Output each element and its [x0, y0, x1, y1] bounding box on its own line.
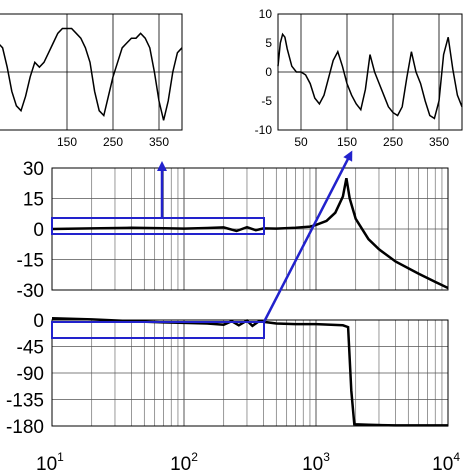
inset-right-y-tick-label: 0: [265, 65, 272, 79]
magnitude-series-line: [51, 177, 449, 290]
magnitude-y-tick-label: -30: [17, 281, 44, 302]
inset-right-series-line: [277, 32, 463, 120]
inset-left-grid: [0, 14, 182, 130]
phase-x-tick-exponent: 4: [453, 450, 460, 464]
magnitude-zoom-box: [51, 217, 265, 235]
inset-left-plot: 150 250 350: [0, 13, 183, 149]
inset-left-x-ticks: 150 250 350: [57, 135, 169, 149]
magnitude-y-tick-label: 15: [23, 190, 44, 211]
phase-y-ticks: 0 -45 -90 -135 -180: [6, 311, 44, 438]
phase-grid: [52, 319, 448, 427]
inset-right-x-tick-label: 250: [383, 135, 403, 149]
inset-left-series-line: [0, 27, 183, 121]
magnitude-plot: 30 15 0 -15 -30: [17, 159, 449, 302]
phase-y-tick-label: -90: [17, 364, 44, 385]
phase-y-tick-label: -135: [6, 391, 44, 412]
phase-x-tick-label: 101: [36, 450, 64, 474]
phase-x-tick-label: 104: [432, 450, 460, 474]
phase-x-tick-exponent: 3: [323, 450, 330, 464]
inset-left-x-tick-label: 250: [103, 135, 123, 149]
inset-right-y-tick-label: -5: [261, 94, 272, 108]
phase-y-tick-label: -45: [17, 338, 44, 359]
phase-y-tick-label: -180: [6, 417, 44, 438]
inset-right-x-tick-label: 50: [294, 135, 308, 149]
magnitude-y-tick-label: -15: [17, 251, 44, 272]
inset-left-x-tick-label: 350: [149, 135, 169, 149]
arrow-to-right-inset: [262, 150, 353, 323]
phase-frame: [51, 319, 449, 427]
inset-right-y-tick-label: -10: [255, 123, 273, 137]
magnitude-y-tick-label: 30: [23, 159, 44, 180]
magnitude-y-tick-label: 0: [33, 220, 44, 241]
inset-right-x-tick-label: 350: [429, 135, 449, 149]
phase-zoom-box: [51, 321, 265, 339]
inset-right-y-tick-label: 5: [265, 36, 272, 50]
phase-x-tick-label: 103: [302, 450, 330, 474]
inset-left-x-tick-label: 150: [57, 135, 77, 149]
phase-x-ticks: 101 102 103 104: [36, 450, 460, 474]
phase-y-tick-label: 0: [33, 311, 44, 332]
phase-plot: 0 -45 -90 -135 -180 101 102 103 104: [6, 311, 460, 474]
phase-x-tick-label: 102: [170, 450, 198, 474]
inset-right-grid: [278, 14, 462, 130]
inset-right-x-tick-label: 150: [337, 135, 357, 149]
phase-x-tick-exponent: 2: [191, 450, 198, 464]
phase-series-line: [51, 316, 448, 427]
inset-right-x-ticks: 50 150 250 350: [294, 135, 449, 149]
phase-x-tick-exponent: 1: [57, 450, 64, 464]
magnitude-y-ticks: 30 15 0 -15 -30: [17, 159, 44, 302]
inset-right-y-ticks: 10 5 0 -5 -10: [255, 7, 273, 137]
inset-right-y-tick-label: 10: [259, 7, 273, 21]
